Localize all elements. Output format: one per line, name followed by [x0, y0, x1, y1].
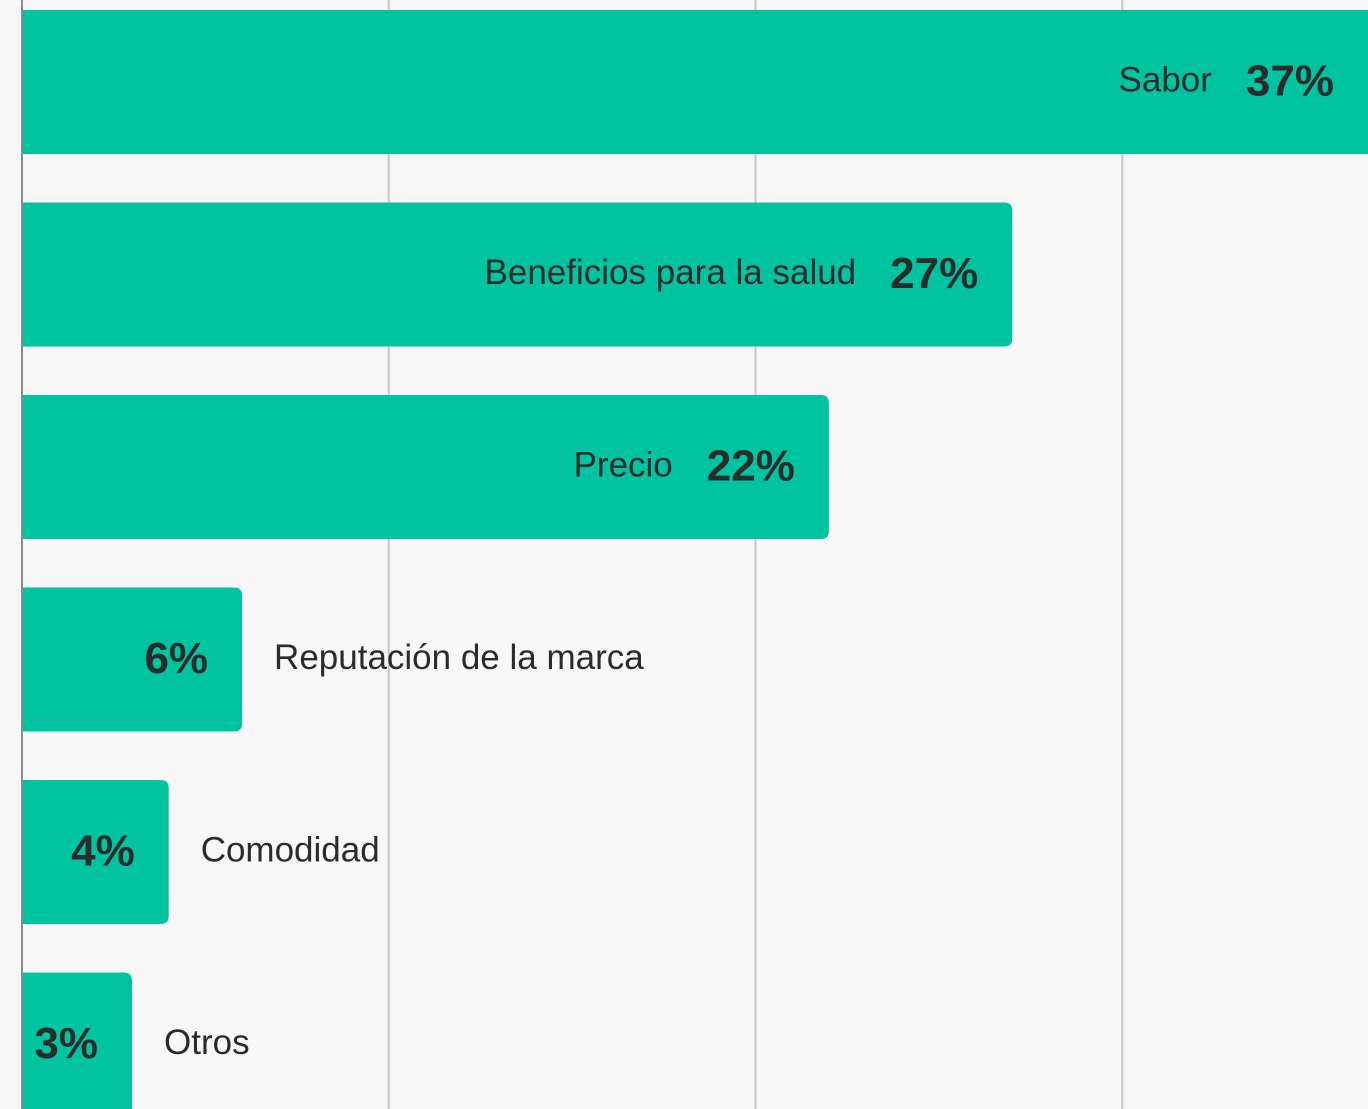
value-label: 4%: [71, 827, 135, 876]
bar: [22, 587, 243, 732]
bar: [22, 202, 1013, 347]
category-label: Sabor: [1119, 60, 1213, 99]
bar: [22, 780, 169, 924]
value-label: 3%: [34, 1019, 98, 1068]
category-label: Beneficios para la salud: [485, 253, 857, 292]
value-label: 22%: [707, 442, 795, 491]
category-label: Reputación de la marca: [274, 638, 644, 677]
value-label: 37%: [1246, 57, 1334, 106]
category-label: Otros: [164, 1023, 250, 1062]
category-label: Comodidad: [201, 830, 380, 869]
bar: [22, 10, 1368, 154]
bar: [22, 972, 133, 1109]
bar: [22, 395, 829, 539]
value-label: 27%: [890, 249, 978, 298]
value-label: 6%: [144, 634, 208, 683]
category-label: Precio: [574, 445, 673, 484]
